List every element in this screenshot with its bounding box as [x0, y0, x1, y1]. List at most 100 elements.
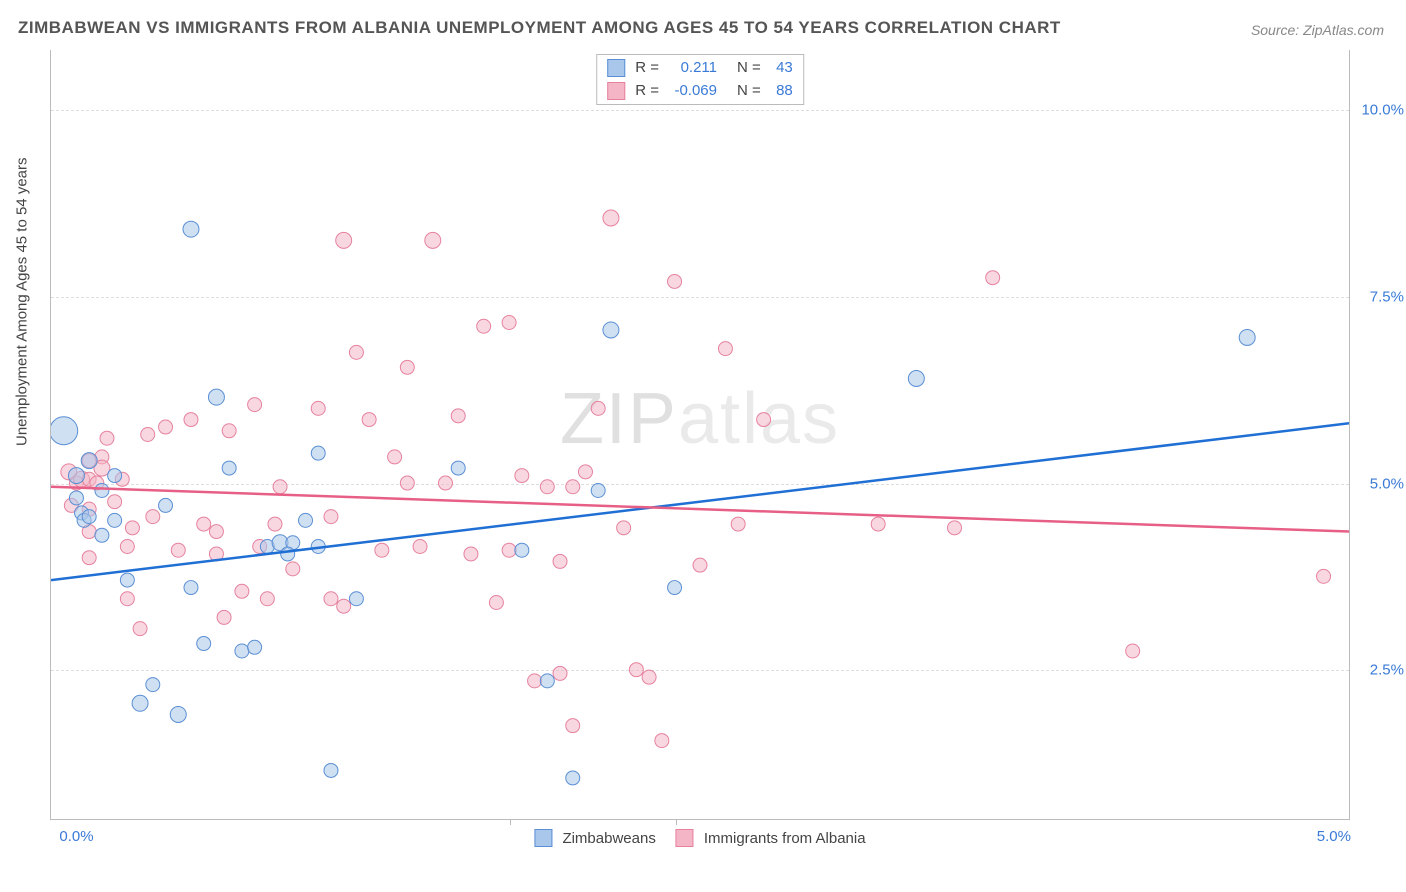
- scatter-point: [400, 476, 414, 490]
- scatter-point: [668, 274, 682, 288]
- n-label: N =: [737, 57, 761, 80]
- series-legend: Zimbabweans Immigrants from Albania: [534, 829, 865, 847]
- scatter-point: [159, 420, 173, 434]
- stats-row: R = -0.069 N = 88: [607, 80, 793, 103]
- scatter-point: [235, 584, 249, 598]
- scatter-point: [693, 558, 707, 572]
- scatter-point: [553, 554, 567, 568]
- swatch-icon: [607, 82, 625, 100]
- scatter-point: [515, 469, 529, 483]
- scatter-point: [871, 517, 885, 531]
- scatter-point: [184, 413, 198, 427]
- scatter-point: [108, 513, 122, 527]
- scatter-point: [1317, 569, 1331, 583]
- scatter-point: [159, 498, 173, 512]
- scatter-point: [311, 446, 325, 460]
- scatter-svg: [51, 50, 1349, 819]
- scatter-point: [324, 763, 338, 777]
- scatter-point: [337, 599, 351, 613]
- scatter-point: [986, 271, 1000, 285]
- x-tick-label: 5.0%: [1317, 828, 1351, 845]
- scatter-point: [400, 360, 414, 374]
- scatter-point: [260, 592, 274, 606]
- scatter-point: [908, 371, 924, 387]
- scatter-point: [591, 401, 605, 415]
- scatter-point: [51, 417, 78, 445]
- scatter-point: [451, 461, 465, 475]
- scatter-point: [617, 521, 631, 535]
- y-tick-label: 5.0%: [1370, 475, 1404, 492]
- scatter-point: [757, 413, 771, 427]
- scatter-point: [146, 510, 160, 524]
- y-axis-label: Unemployment Among Ages 45 to 54 years: [14, 157, 31, 446]
- scatter-point: [248, 640, 262, 654]
- scatter-point: [566, 719, 580, 733]
- r-label: R =: [635, 80, 659, 103]
- scatter-point: [235, 644, 249, 658]
- scatter-point: [578, 465, 592, 479]
- scatter-point: [222, 461, 236, 475]
- scatter-point: [95, 528, 109, 542]
- scatter-point: [528, 674, 542, 688]
- chart-title: ZIMBABWEAN VS IMMIGRANTS FROM ALBANIA UN…: [18, 18, 1061, 38]
- scatter-point: [451, 409, 465, 423]
- scatter-point: [299, 513, 313, 527]
- scatter-point: [100, 431, 114, 445]
- scatter-point: [948, 521, 962, 535]
- scatter-point: [82, 551, 96, 565]
- scatter-point: [69, 491, 83, 505]
- n-label: N =: [737, 80, 761, 103]
- scatter-point: [668, 581, 682, 595]
- scatter-point: [222, 424, 236, 438]
- scatter-point: [1239, 329, 1255, 345]
- scatter-point: [718, 342, 732, 356]
- source-credit: Source: ZipAtlas.com: [1251, 22, 1384, 38]
- scatter-point: [362, 413, 376, 427]
- scatter-point: [1126, 644, 1140, 658]
- n-value: 43: [767, 57, 793, 80]
- scatter-point: [108, 469, 122, 483]
- trend-line: [51, 423, 1349, 580]
- stats-legend: R = 0.211 N = 43 R = -0.069 N = 88: [596, 54, 804, 105]
- scatter-point: [281, 547, 295, 561]
- swatch-icon: [534, 829, 552, 847]
- scatter-point: [388, 450, 402, 464]
- scatter-point: [603, 210, 619, 226]
- swatch-icon: [607, 59, 625, 77]
- y-tick-label: 7.5%: [1370, 288, 1404, 305]
- scatter-point: [120, 539, 134, 553]
- x-tick-label: 0.0%: [59, 828, 93, 845]
- scatter-point: [439, 476, 453, 490]
- legend-item: Zimbabweans: [534, 829, 655, 847]
- scatter-point: [477, 319, 491, 333]
- scatter-point: [146, 678, 160, 692]
- r-value: -0.069: [665, 80, 717, 103]
- plot-area: ZIPatlas R = 0.211 N = 43 R = -0.069 N =…: [50, 50, 1350, 820]
- r-label: R =: [635, 57, 659, 80]
- scatter-point: [286, 562, 300, 576]
- scatter-point: [197, 517, 211, 531]
- scatter-point: [81, 453, 97, 469]
- scatter-point: [566, 771, 580, 785]
- scatter-point: [324, 510, 338, 524]
- scatter-point: [502, 543, 516, 557]
- scatter-point: [515, 543, 529, 557]
- scatter-point: [125, 521, 139, 535]
- scatter-point: [217, 610, 231, 624]
- scatter-point: [731, 517, 745, 531]
- scatter-point: [95, 484, 109, 498]
- y-tick-label: 10.0%: [1361, 101, 1404, 118]
- scatter-point: [336, 232, 352, 248]
- scatter-point: [349, 592, 363, 606]
- legend-label: Immigrants from Albania: [704, 830, 866, 847]
- scatter-point: [464, 547, 478, 561]
- r-value: 0.211: [665, 57, 717, 80]
- scatter-point: [120, 592, 134, 606]
- scatter-point: [133, 622, 147, 636]
- scatter-point: [209, 525, 223, 539]
- scatter-point: [349, 345, 363, 359]
- scatter-point: [68, 468, 84, 484]
- stats-row: R = 0.211 N = 43: [607, 57, 793, 80]
- scatter-point: [540, 480, 554, 494]
- scatter-point: [489, 595, 503, 609]
